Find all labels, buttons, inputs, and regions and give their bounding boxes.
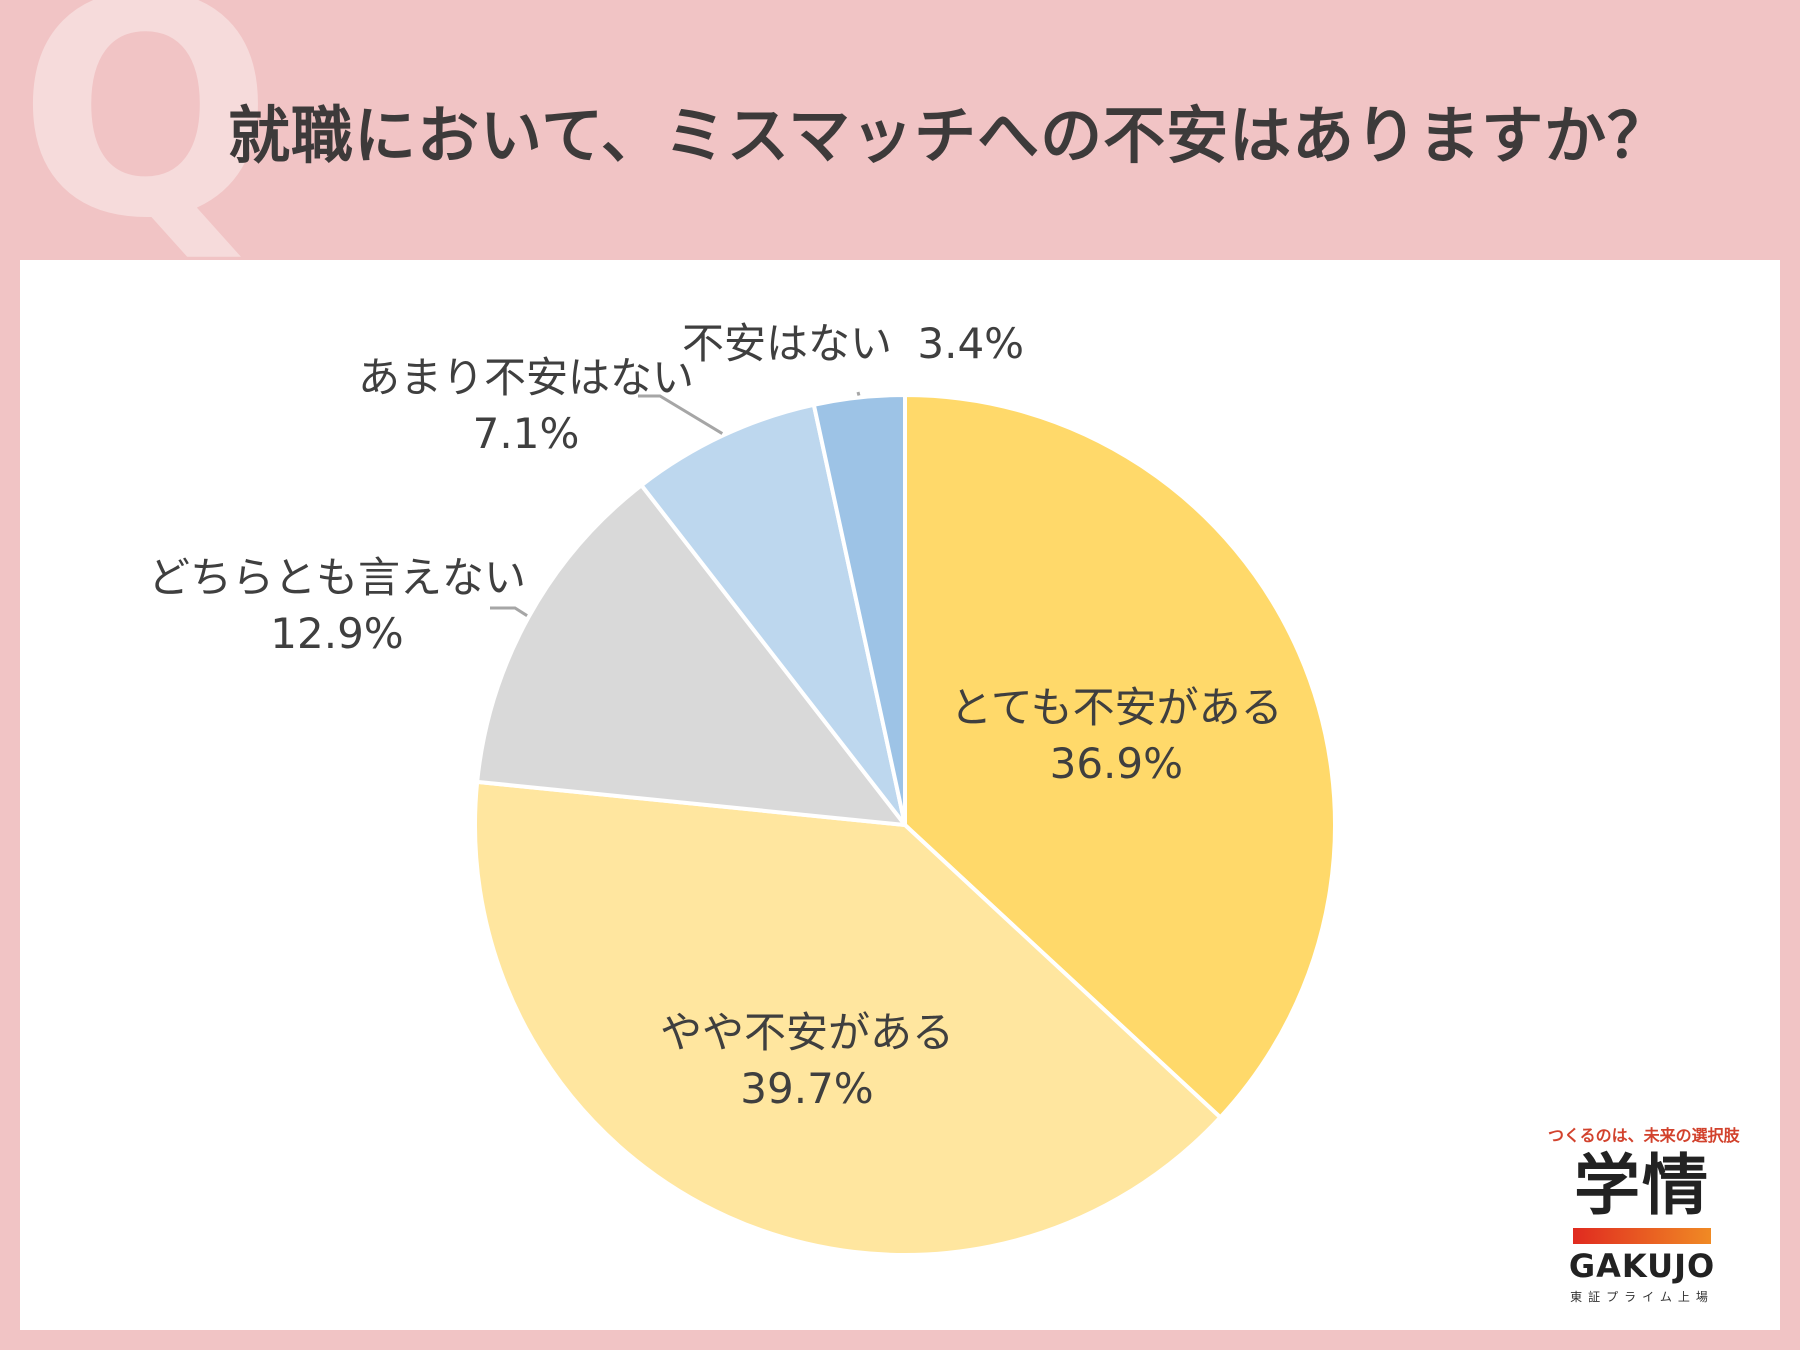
slice-value: 7.1% [472,409,580,458]
label-dochiratomo: どちらとも言えない 12.9% [148,550,526,662]
label-fuan-nai: 不安はない 3.4% [682,316,1024,372]
slice-value: 12.9% [270,609,404,658]
gakujo-logo: つくるのは、未来の選択肢 学情 GAKUJO 東証プライム上場 [1548,1122,1740,1305]
slice-value: 36.9% [1049,739,1184,788]
label-amari-fuan-nai: あまり不安はない 7.1% [358,350,694,462]
q-mark: Q [18,0,274,284]
label-totemo-fuan: とても不安がある 36.9% [950,680,1283,792]
slice-label: 不安はない [682,319,893,368]
question-title: 就職において、ミスマッチへの不安はありますか？ [228,99,1671,172]
brand-name-kanji: 学情 [1574,1147,1710,1224]
brand-name-latin: GAKUJO [1568,1247,1716,1285]
leader-line [490,606,528,617]
slice-label: とても不安がある [950,683,1283,732]
leader-line [638,394,724,435]
brand-tagline: つくるのは、未来の選択肢 [1548,1126,1740,1145]
slice-label: やや不安がある [660,1008,955,1057]
label-yaya-fuan: やや不安がある 39.7% [660,1005,954,1117]
slice-yaya-fuan [473,779,1223,1257]
slice-amari-fuan-nai [639,402,907,827]
leader-line [856,391,861,396]
chart-panel: とても不安がある 36.9% やや不安がある 39.7% どちらとも言えない 1… [20,260,1780,1330]
slice-value: 3.4% [917,319,1025,368]
brand-listing: 東証プライム上場 [1570,1290,1714,1304]
slice-dochiratomo [475,483,907,827]
brand-color-bar [1573,1228,1711,1244]
slice-value: 39.7% [740,1064,874,1113]
pie-chart [473,391,1337,1257]
slice-label: どちらとも言えない [148,553,527,602]
slice-label: あまり不安はない [358,353,695,402]
slice-totemo-fuan [903,393,1337,1120]
slice-fuan-nai [811,393,907,827]
